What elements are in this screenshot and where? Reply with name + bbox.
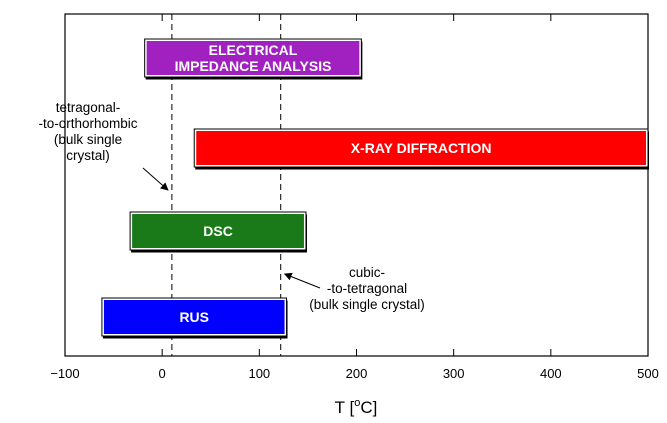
x-tick-label: −100 — [50, 366, 79, 381]
bar-label: X-RAY DIFFRACTION — [351, 140, 492, 156]
bar — [146, 41, 360, 75]
x-ticks: −100 0 100 200 300 400 500 — [50, 14, 659, 381]
annotation-text: tetragonal- — [56, 100, 121, 115]
annotation-arrow — [283, 272, 321, 289]
bar-label: DSC — [203, 223, 233, 239]
annotation-arrow — [142, 167, 169, 191]
annotations: tetragonal--to-orthorhombic(bulk singlec… — [38, 100, 424, 312]
annotation-text: (bulk single crystal) — [309, 297, 425, 312]
annotation-text: crystal) — [66, 148, 110, 163]
bar — [196, 131, 646, 165]
bar-label: RUS — [179, 309, 209, 325]
bar — [103, 300, 285, 334]
x-tick-label: 100 — [248, 366, 270, 381]
annotation-text: -to-tetragonal — [327, 281, 407, 296]
bar-group-4: RUS — [101, 297, 288, 339]
bar-label: ELECTRICAL — [209, 42, 298, 58]
x-tick-label: 300 — [443, 366, 465, 381]
x-tick-label: 400 — [540, 366, 562, 381]
x-tick-label: 0 — [159, 366, 166, 381]
annotation-text: cubic- — [349, 265, 385, 280]
x-axis-title: T [oC] — [335, 397, 378, 417]
bar — [132, 214, 304, 248]
annotation-text: -to-orthorhombic — [38, 116, 137, 131]
bar-label: IMPEDANCE ANALYSIS — [175, 58, 332, 74]
x-tick-label: 200 — [346, 366, 368, 381]
annotation-text: (bulk single — [54, 132, 122, 147]
bar-group-2: X-RAY DIFFRACTION — [193, 128, 649, 170]
x-tick-label: 500 — [637, 366, 659, 381]
bar-group-3: DSC — [129, 211, 307, 253]
